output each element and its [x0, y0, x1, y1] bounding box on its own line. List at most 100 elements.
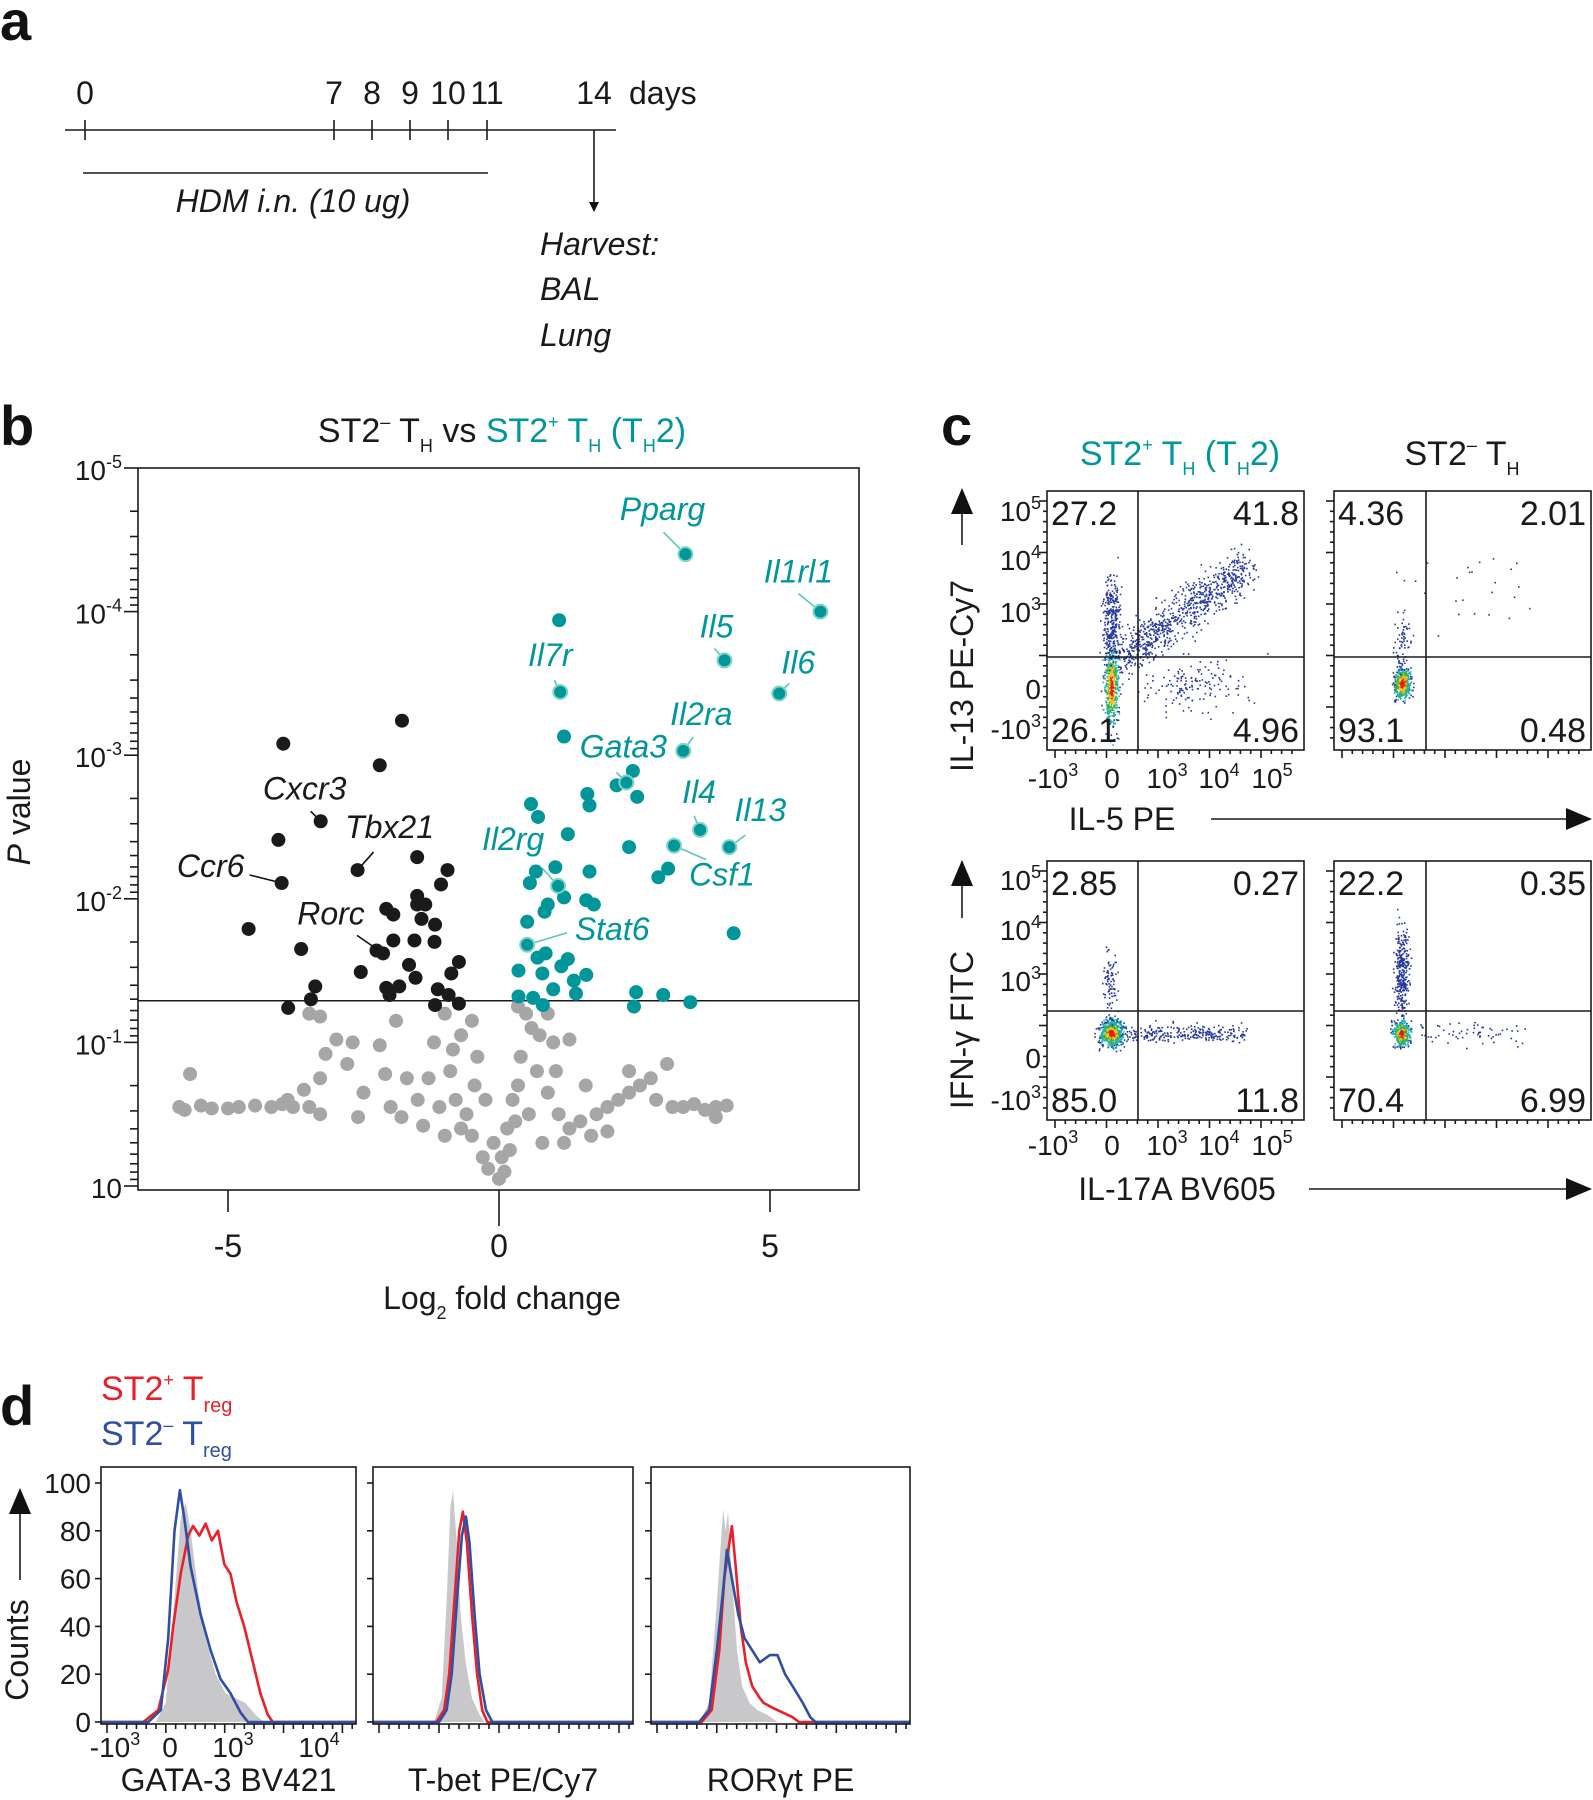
event-dot — [1109, 687, 1112, 689]
event-dot — [1209, 580, 1211, 583]
event-dot — [1107, 637, 1109, 639]
event-dot — [1115, 594, 1118, 596]
event-dot — [1107, 696, 1109, 698]
event-dot — [1398, 971, 1401, 974]
up-gene-point — [683, 995, 698, 1010]
event-dot — [1398, 647, 1401, 649]
event-dot — [1109, 611, 1111, 614]
event-dot — [1196, 596, 1198, 598]
event-dot — [1114, 713, 1116, 716]
event-dot — [1131, 637, 1134, 639]
event-dot — [1200, 629, 1203, 631]
event-dot — [1109, 599, 1112, 602]
event-dot — [1175, 593, 1177, 596]
event-dot — [1110, 992, 1113, 994]
event-dot — [1244, 556, 1246, 559]
event-dot — [1111, 617, 1113, 619]
event-dot — [1114, 667, 1117, 669]
event-dot — [1101, 1034, 1103, 1036]
event-dot — [1396, 1046, 1398, 1048]
histogram-ror-t-pe: RORγt PE — [645, 1466, 911, 1798]
event-dot — [1117, 971, 1119, 974]
event-dot — [1114, 703, 1116, 706]
event-dot — [1403, 669, 1406, 671]
event-dot — [1112, 1032, 1115, 1034]
event-dot — [1403, 636, 1405, 638]
event-dot — [1192, 636, 1194, 638]
event-dot — [1132, 640, 1134, 643]
harvest-bal-label: BAL — [540, 271, 600, 307]
event-dot — [1107, 970, 1109, 973]
event-dot — [1227, 1034, 1230, 1037]
event-dot — [1155, 1029, 1158, 1032]
event-dot — [1098, 1028, 1100, 1031]
event-dot — [1400, 640, 1403, 643]
event-dot — [1213, 601, 1216, 603]
event-dot — [1117, 1041, 1120, 1043]
event-dot — [1406, 961, 1408, 963]
event-dot — [1184, 601, 1186, 603]
event-dot — [1206, 1032, 1208, 1035]
ns-gene-point — [177, 1102, 192, 1117]
event-dot — [1403, 970, 1405, 973]
event-dot — [1227, 1031, 1229, 1034]
event-dot — [1232, 712, 1234, 714]
panel-c-flow: c ST2+ TH (TH2) ST2– TH 27.2 41.826.1 4.96… — [941, 394, 1592, 1207]
event-dot — [1111, 707, 1114, 709]
gene-label-csf1: Csf1 — [689, 857, 755, 893]
event-dot — [1111, 1039, 1113, 1041]
event-dot — [1529, 607, 1531, 610]
event-dot — [1398, 1033, 1401, 1035]
event-dot — [1113, 1044, 1116, 1046]
gene-label-gata3: Gata3 — [580, 728, 667, 764]
event-dot — [1404, 1027, 1407, 1030]
event-dot — [1175, 697, 1178, 699]
event-dot — [1495, 1034, 1497, 1036]
event-dot — [1164, 1032, 1166, 1034]
event-dot — [1102, 993, 1105, 995]
event-dot — [1252, 579, 1254, 582]
event-dot — [1234, 576, 1237, 578]
labeled-gene-point — [692, 821, 709, 838]
event-dot — [1210, 598, 1213, 600]
event-dot — [1158, 1027, 1161, 1029]
event-dot — [1109, 968, 1112, 970]
event-dot — [1395, 953, 1398, 955]
event-dot — [1190, 619, 1192, 622]
event-dot — [1394, 1047, 1396, 1049]
event-dot — [1112, 744, 1114, 746]
event-dot — [1398, 970, 1401, 972]
event-dot — [1401, 622, 1403, 625]
event-dot — [1173, 598, 1175, 601]
event-dot — [1400, 959, 1403, 962]
x-tick-label: 104 — [1198, 1127, 1239, 1161]
event-dot — [1397, 975, 1400, 978]
event-dot — [1141, 638, 1144, 641]
event-dot — [1202, 1029, 1204, 1032]
event-dot — [1110, 1032, 1112, 1034]
event-dot — [1182, 653, 1185, 655]
event-dot — [1098, 1027, 1100, 1029]
event-dot — [1197, 1034, 1200, 1037]
event-dot — [1131, 643, 1133, 645]
tick-exp: 5 — [1031, 493, 1041, 513]
event-dot — [1117, 1025, 1119, 1027]
event-dot — [1208, 1033, 1211, 1035]
event-dot — [1402, 1036, 1404, 1039]
event-dot — [1115, 719, 1118, 721]
event-dot — [1199, 606, 1201, 609]
event-dot — [1107, 621, 1110, 623]
event-dot — [1155, 1030, 1157, 1033]
event-dot — [1413, 686, 1415, 689]
event-dot — [1408, 1029, 1410, 1031]
event-dot — [1235, 574, 1237, 577]
event-dot — [1396, 1032, 1398, 1034]
up-gene-point — [535, 998, 550, 1013]
event-dot — [1126, 650, 1129, 653]
event-dot — [1401, 1039, 1403, 1041]
event-dot — [1110, 668, 1113, 671]
up-gene-point — [546, 982, 561, 997]
event-dot — [1409, 982, 1411, 984]
event-dot — [1219, 1035, 1222, 1038]
event-dot — [1524, 1028, 1526, 1030]
